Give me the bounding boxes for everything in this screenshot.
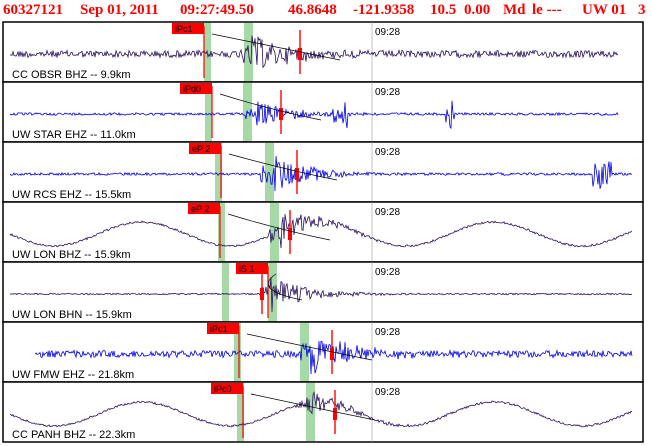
event-network: UW 01 — [582, 2, 627, 18]
arrival-marker — [330, 348, 334, 360]
channel-panel: 09:28 iPc1 UW FMW EHZ -- 21.8km — [2, 321, 644, 383]
station-label: UW LON BHZ -- 15.9km — [12, 249, 131, 261]
event-longitude: -121.9358 — [353, 2, 415, 18]
channel-panel: 09:28 iPc1 CC OBSR BHZ -- 9.9km — [2, 21, 644, 83]
event-flags: le --- — [532, 2, 562, 18]
p-arrival-band — [222, 263, 229, 321]
p-arrival-band — [237, 383, 244, 441]
coda-curve — [267, 273, 303, 301]
station-label: CC PANH BHZ -- 22.3km — [12, 429, 135, 441]
waveform-trace — [9, 277, 633, 312]
event-header: 60327121 Sep 01, 2011 09:27:49.50 46.864… — [0, 0, 652, 22]
pick-label: iS 1 — [239, 264, 255, 274]
event-depth: 10.5 — [430, 2, 457, 18]
minute-tick-label: 09:28 — [375, 27, 400, 38]
event-mag-type: Md — [503, 2, 526, 18]
panel-frame — [2, 21, 644, 83]
arrival-marker — [279, 108, 283, 120]
s-arrival-band — [300, 323, 309, 381]
waveform-trace — [9, 35, 619, 69]
panel-frame — [2, 201, 644, 263]
panel-frame — [2, 141, 644, 203]
pick-flag — [188, 203, 220, 214]
coda-curve — [227, 213, 331, 241]
pick-label: iPc0 — [214, 384, 232, 394]
coda-curve — [250, 393, 376, 421]
event-magnitude: 0.00 — [464, 2, 491, 18]
coda-curve — [246, 333, 373, 361]
arrival-marker — [288, 228, 292, 240]
minute-tick-label: 09:28 — [375, 207, 400, 218]
arrival-marker — [260, 288, 264, 300]
station-label: UW STAR EHZ -- 11.0km — [12, 129, 136, 141]
coda-curve — [211, 33, 341, 61]
minute-tick-label: 09:28 — [375, 147, 400, 158]
pick-flag — [172, 23, 204, 34]
waveform-trace — [9, 214, 633, 249]
pick-label: iPd0 — [183, 84, 201, 94]
station-label: UW RCS EHZ -- 15.5km — [12, 189, 131, 201]
pick-flag — [180, 83, 212, 94]
minute-tick-label: 09:28 — [375, 327, 400, 338]
pick-label: iPc1 — [210, 324, 228, 334]
channel-panel: 09:28 eP 2 UW RCS EHZ -- 15.5km — [2, 141, 644, 203]
event-id: 60327121 — [3, 2, 63, 18]
pick-flag — [236, 263, 268, 274]
pick-label: eP 2 — [192, 144, 210, 154]
panel-frame — [2, 381, 644, 443]
minute-tick-label: 09:28 — [375, 387, 400, 398]
arrival-marker — [295, 168, 299, 180]
event-extra: 3 — [638, 2, 646, 18]
waveform-trace — [9, 100, 619, 130]
arrival-marker — [333, 408, 337, 420]
p-arrival-band — [215, 143, 222, 201]
channel-panel: 09:28 iPd0 UW STAR EHZ -- 11.0km — [2, 81, 644, 143]
channel-panel: 09:28 iS 1 UW LON BHN -- 15.9km — [2, 261, 644, 323]
p-arrival-band — [218, 203, 225, 261]
coda-curve — [228, 153, 338, 181]
s-arrival-band — [265, 143, 274, 201]
station-label: UW LON BHN -- 15.9km — [12, 309, 132, 321]
minute-tick-label: 09:28 — [375, 87, 400, 98]
station-label: CC OBSR BHZ -- 9.9km — [12, 69, 131, 81]
p-arrival-band — [234, 323, 241, 381]
channel-panel: 09:28 iPc0 CC PANH BHZ -- 22.3km — [2, 381, 644, 443]
channel-panel: 09:28 eP 2 UW LON BHZ -- 15.9km — [2, 201, 644, 263]
pick-flag — [211, 383, 243, 394]
coda-curve — [219, 93, 322, 121]
station-label: UW FMW EHZ -- 21.8km — [12, 369, 134, 381]
event-time: 09:27:49.50 — [180, 2, 254, 18]
waveform-trace — [9, 391, 633, 428]
arrival-marker — [298, 48, 302, 60]
p-arrival-band — [205, 83, 212, 141]
pick-label: iPc1 — [175, 24, 193, 34]
pick-label: eP 2 — [191, 204, 209, 214]
minute-tick-label: 09:28 — [375, 267, 400, 278]
panel-frame — [2, 81, 644, 143]
pick-flag — [189, 143, 221, 154]
event-date: Sep 01, 2011 — [80, 2, 159, 18]
pick-flag — [207, 323, 239, 334]
event-latitude: 46.8648 — [288, 2, 337, 18]
